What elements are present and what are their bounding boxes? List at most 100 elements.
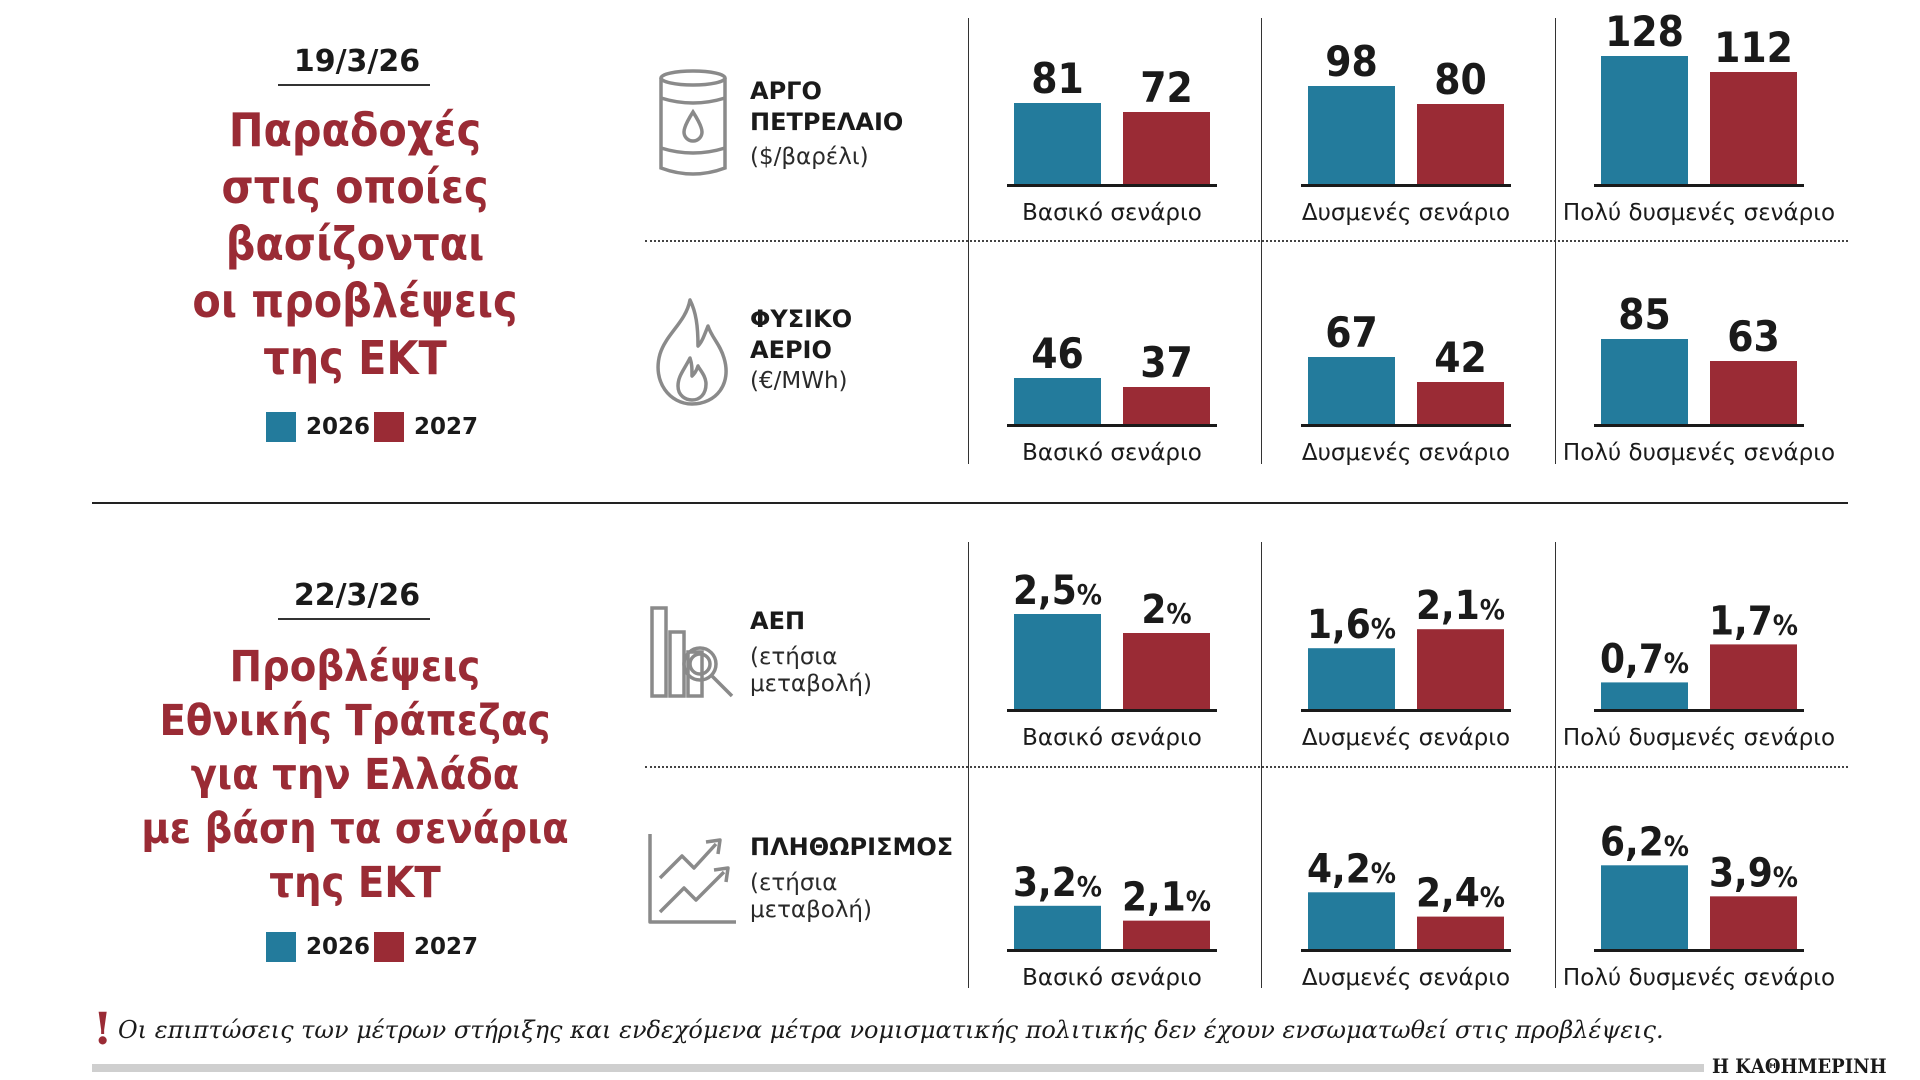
category-label: Πολύ δυσμενές σενάριο	[1563, 965, 1835, 991]
legend-label-2026: 2026	[306, 934, 371, 960]
bar-value-label: 2,5%	[1013, 568, 1102, 614]
bar-2026	[1601, 865, 1688, 949]
inflation-metric-unit: (ετήσια μεταβολή)	[750, 870, 872, 923]
bar-value-label: 4,2%	[1307, 846, 1396, 892]
bar-2026	[1601, 56, 1688, 184]
brand-logo: Η ΚΑΘΗΜΕΡΙΝΗ	[1712, 1054, 1887, 1078]
category-label: Δυσμενές σενάριο	[1302, 725, 1510, 751]
bar-value-label: 112	[1714, 23, 1793, 72]
percent-sign: %	[1371, 856, 1396, 889]
bar-2027	[1123, 920, 1210, 949]
category-label: Δυσμενές σενάριο	[1302, 440, 1510, 466]
bar-value-label: 0,7%	[1600, 636, 1689, 682]
bottom-title-line: της ΕΚΤ	[269, 858, 441, 908]
gdp-metric-unit: (ετήσια μεταβολή)	[750, 644, 872, 697]
percent-sign: %	[1480, 593, 1505, 626]
bottom-title-line: Προβλέψεις	[229, 642, 481, 692]
bar-chart-magnifier-icon	[650, 606, 734, 698]
bar-value-label: 98	[1325, 37, 1378, 86]
bar-2026	[1014, 103, 1101, 184]
chart-baseline	[1007, 709, 1217, 712]
category-label: Δυσμενές σενάριο	[1302, 965, 1510, 991]
category-label: Βασικό σενάριο	[1022, 440, 1202, 466]
top-title: Παραδοχές στις οποίες βασίζονται οι προβ…	[120, 102, 590, 387]
percent-sign: %	[1077, 578, 1102, 611]
bar-value-label: 85	[1618, 290, 1671, 339]
top-title-line: στις οποίες	[221, 160, 489, 214]
row-divider-bottom	[645, 766, 1848, 768]
bottom-title-line: για την Ελλάδα	[190, 750, 520, 800]
bar-2027	[1710, 361, 1797, 424]
footer-bar	[92, 1064, 1704, 1072]
legend-label-2027: 2027	[414, 414, 479, 440]
column-divider	[1555, 18, 1556, 464]
bar-value-label: 2,4%	[1416, 871, 1505, 917]
percent-sign: %	[1773, 860, 1798, 893]
legend-label-2026: 2026	[306, 414, 371, 440]
bar-value-label: 80	[1434, 55, 1487, 104]
bar-2027	[1417, 629, 1504, 709]
bar-value-label: 1,6%	[1307, 602, 1396, 648]
chart-baseline	[1301, 709, 1511, 712]
bar-2027	[1417, 382, 1504, 424]
column-divider	[1555, 542, 1556, 988]
legend-label-2027: 2027	[414, 934, 479, 960]
percent-sign: %	[1480, 881, 1505, 914]
bar-value-label: 81	[1031, 54, 1084, 103]
bar-value-label: 128	[1605, 7, 1684, 56]
category-label: Βασικό σενάριο	[1022, 965, 1202, 991]
bar-2027	[1710, 644, 1797, 709]
bar-2027	[1123, 633, 1210, 709]
bar-2026	[1308, 648, 1395, 709]
bottom-title-line: με βάση τα σενάρια	[141, 804, 569, 854]
percent-sign: %	[1166, 597, 1191, 630]
chart-baseline	[1594, 709, 1804, 712]
percent-sign: %	[1186, 885, 1211, 918]
bar-value-label: 1,7%	[1709, 598, 1798, 644]
chart-baseline	[1007, 184, 1217, 187]
bar-value-label: 42	[1434, 333, 1487, 382]
category-label: Πολύ δυσμενές σενάριο	[1563, 200, 1835, 226]
bar-value-label: 2,1%	[1122, 875, 1211, 921]
percent-sign: %	[1664, 646, 1689, 679]
column-divider	[968, 18, 969, 464]
oil-barrel-icon	[659, 69, 727, 176]
oil-metric-unit: ($/βαρέλι)	[750, 144, 869, 170]
bar-value-label: 3,2%	[1013, 860, 1102, 906]
chart-baseline	[1594, 184, 1804, 187]
percent-sign: %	[1773, 608, 1798, 641]
bottom-date: 22/3/26	[293, 578, 421, 613]
flame-icon	[656, 298, 728, 406]
note-exclamation-icon: !	[93, 1004, 113, 1055]
bottom-date-underline	[278, 618, 430, 620]
chart-baseline	[1301, 184, 1511, 187]
category-label: Βασικό σενάριο	[1022, 725, 1202, 751]
bar-2026	[1308, 86, 1395, 184]
top-title-line: της ΕΚΤ	[263, 331, 447, 385]
bar-2026	[1601, 339, 1688, 424]
top-date: 19/3/26	[293, 44, 421, 79]
percent-sign: %	[1664, 829, 1689, 862]
legend-swatch-2027	[374, 932, 404, 962]
bar-2027	[1710, 72, 1797, 184]
category-label: Πολύ δυσμενές σενάριο	[1563, 440, 1835, 466]
bar-value-label: 37	[1140, 338, 1193, 387]
gas-metric-unit: (€/MWh)	[750, 368, 848, 394]
category-label: Βασικό σενάριο	[1022, 200, 1202, 226]
bar-value-label: 67	[1325, 308, 1378, 357]
bar-value-label: 2,1%	[1416, 583, 1505, 629]
top-title-line: οι προβλέψεις	[192, 274, 518, 328]
bar-value-label: 72	[1140, 63, 1193, 112]
section-divider	[92, 502, 1848, 504]
footnote: Οι επιπτώσεις των μέτρων στήριξης και εν…	[118, 1016, 1664, 1044]
bar-2027	[1417, 916, 1504, 949]
gas-metric-name: ΦΥΣΙΚΟ ΑΕΡΙΟ	[750, 305, 853, 364]
bar-2026	[1308, 892, 1395, 949]
chart-baseline	[1007, 424, 1217, 427]
trend-arrows-icon	[648, 834, 736, 924]
bar-value-label: 2%	[1141, 587, 1191, 633]
chart-baseline	[1594, 424, 1804, 427]
bar-2026	[1014, 378, 1101, 424]
column-divider	[968, 542, 969, 988]
